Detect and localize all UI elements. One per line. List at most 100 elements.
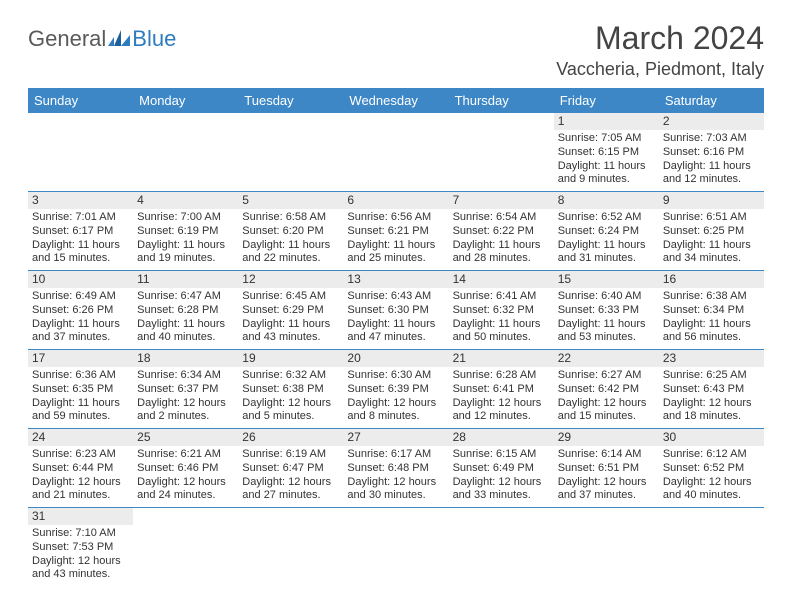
calendar-body: 1Sunrise: 7:05 AMSunset: 6:15 PMDaylight…: [28, 113, 764, 586]
sunrise-text: Sunrise: 6:32 AM: [242, 369, 339, 383]
weekday-header: Monday: [133, 88, 238, 113]
calendar-cell: 17Sunrise: 6:36 AMSunset: 6:35 PMDayligh…: [28, 350, 133, 429]
sunset-text: Sunset: 6:37 PM: [137, 383, 234, 397]
daylight-text: Daylight: 11 hours: [663, 239, 760, 253]
daylight-text: Daylight: 11 hours: [32, 397, 129, 411]
daylight-text: and 12 minutes.: [453, 410, 550, 424]
page-header: General Blue March 2024 Vaccheria, Piedm…: [28, 20, 764, 80]
day-number: 18: [133, 350, 238, 367]
day-number: 22: [554, 350, 659, 367]
daylight-text: and 9 minutes.: [558, 173, 655, 187]
daylight-text: and 37 minutes.: [32, 331, 129, 345]
day-number: 17: [28, 350, 133, 367]
daylight-text: and 15 minutes.: [558, 410, 655, 424]
sunrise-text: Sunrise: 6:47 AM: [137, 290, 234, 304]
calendar-cell: [343, 508, 448, 586]
daylight-text: and 24 minutes.: [137, 489, 234, 503]
sunrise-text: Sunrise: 6:34 AM: [137, 369, 234, 383]
sunset-text: Sunset: 6:39 PM: [347, 383, 444, 397]
sunset-text: Sunset: 6:28 PM: [137, 304, 234, 318]
calendar-cell: 5Sunrise: 6:58 AMSunset: 6:20 PMDaylight…: [238, 192, 343, 271]
calendar-cell: 11Sunrise: 6:47 AMSunset: 6:28 PMDayligh…: [133, 271, 238, 350]
sunrise-text: Sunrise: 6:51 AM: [663, 211, 760, 225]
daylight-text: Daylight: 12 hours: [663, 476, 760, 490]
sunset-text: Sunset: 6:42 PM: [558, 383, 655, 397]
daylight-text: Daylight: 11 hours: [663, 160, 760, 174]
sunrise-text: Sunrise: 7:00 AM: [137, 211, 234, 225]
day-number: 21: [449, 350, 554, 367]
sunset-text: Sunset: 6:34 PM: [663, 304, 760, 318]
daylight-text: and 2 minutes.: [137, 410, 234, 424]
sunrise-text: Sunrise: 6:41 AM: [453, 290, 550, 304]
sunset-text: Sunset: 6:41 PM: [453, 383, 550, 397]
calendar-cell: 27Sunrise: 6:17 AMSunset: 6:48 PMDayligh…: [343, 429, 448, 508]
sunrise-text: Sunrise: 6:15 AM: [453, 448, 550, 462]
daylight-text: and 34 minutes.: [663, 252, 760, 266]
calendar-cell: 1Sunrise: 7:05 AMSunset: 6:15 PMDaylight…: [554, 113, 659, 192]
daylight-text: Daylight: 11 hours: [558, 318, 655, 332]
sunset-text: Sunset: 6:17 PM: [32, 225, 129, 239]
sunset-text: Sunset: 6:22 PM: [453, 225, 550, 239]
sunset-text: Sunset: 6:49 PM: [453, 462, 550, 476]
calendar-cell: 9Sunrise: 6:51 AMSunset: 6:25 PMDaylight…: [659, 192, 764, 271]
calendar-cell: 16Sunrise: 6:38 AMSunset: 6:34 PMDayligh…: [659, 271, 764, 350]
daylight-text: Daylight: 11 hours: [32, 239, 129, 253]
sunset-text: Sunset: 6:25 PM: [663, 225, 760, 239]
daylight-text: Daylight: 12 hours: [453, 397, 550, 411]
weekday-header: Friday: [554, 88, 659, 113]
sunrise-text: Sunrise: 6:23 AM: [32, 448, 129, 462]
daylight-text: and 31 minutes.: [558, 252, 655, 266]
daylight-text: and 18 minutes.: [663, 410, 760, 424]
sunrise-text: Sunrise: 6:38 AM: [663, 290, 760, 304]
sunset-text: Sunset: 6:44 PM: [32, 462, 129, 476]
daylight-text: Daylight: 12 hours: [347, 476, 444, 490]
daylight-text: Daylight: 12 hours: [137, 476, 234, 490]
logo-text-general: General: [28, 26, 106, 52]
sunrise-text: Sunrise: 6:49 AM: [32, 290, 129, 304]
day-number: 3: [28, 192, 133, 209]
day-number: 8: [554, 192, 659, 209]
day-number: 10: [28, 271, 133, 288]
day-number: 14: [449, 271, 554, 288]
calendar-cell: [554, 508, 659, 586]
daylight-text: Daylight: 12 hours: [347, 397, 444, 411]
sunrise-text: Sunrise: 6:52 AM: [558, 211, 655, 225]
sunrise-text: Sunrise: 7:05 AM: [558, 132, 655, 146]
day-number: 7: [449, 192, 554, 209]
daylight-text: Daylight: 12 hours: [137, 397, 234, 411]
daylight-text: Daylight: 12 hours: [663, 397, 760, 411]
daylight-text: and 8 minutes.: [347, 410, 444, 424]
daylight-text: and 47 minutes.: [347, 331, 444, 345]
daylight-text: and 43 minutes.: [32, 568, 129, 582]
weekday-header: Tuesday: [238, 88, 343, 113]
sunrise-text: Sunrise: 7:01 AM: [32, 211, 129, 225]
calendar-cell: 12Sunrise: 6:45 AMSunset: 6:29 PMDayligh…: [238, 271, 343, 350]
calendar-cell: 13Sunrise: 6:43 AMSunset: 6:30 PMDayligh…: [343, 271, 448, 350]
daylight-text: Daylight: 12 hours: [558, 397, 655, 411]
calendar-cell: 18 Sunrise: 6:34 AMSunset: 6:37 PMDayligh…: [133, 350, 238, 429]
daylight-text: Daylight: 12 hours: [32, 555, 129, 569]
day-number: 11: [133, 271, 238, 288]
logo-chart-icon: [108, 28, 132, 51]
logo-text-blue: Blue: [132, 26, 176, 52]
calendar-cell: 3 Sunrise: 7:01 AMSunset: 6:17 PMDaylight…: [28, 192, 133, 271]
sunrise-text: Sunrise: 6:40 AM: [558, 290, 655, 304]
day-number: 1: [554, 113, 659, 130]
location-text: Vaccheria, Piedmont, Italy: [556, 59, 764, 80]
sunrise-text: Sunrise: 6:21 AM: [137, 448, 234, 462]
calendar-cell: [238, 508, 343, 586]
day-number: 24: [28, 429, 133, 446]
sunset-text: Sunset: 6:47 PM: [242, 462, 339, 476]
logo: General Blue: [28, 20, 176, 52]
sunrise-text: Sunrise: 6:45 AM: [242, 290, 339, 304]
calendar-cell: 8Sunrise: 6:52 AMSunset: 6:24 PMDaylight…: [554, 192, 659, 271]
sunset-text: Sunset: 6:35 PM: [32, 383, 129, 397]
sunset-text: Sunset: 6:16 PM: [663, 146, 760, 160]
daylight-text: and 50 minutes.: [453, 331, 550, 345]
calendar-cell: 6Sunrise: 6:56 AMSunset: 6:21 PMDaylight…: [343, 192, 448, 271]
sunset-text: Sunset: 7:53 PM: [32, 541, 129, 555]
sunset-text: Sunset: 6:43 PM: [663, 383, 760, 397]
daylight-text: Daylight: 11 hours: [347, 239, 444, 253]
daylight-text: and 30 minutes.: [347, 489, 444, 503]
daylight-text: and 56 minutes.: [663, 331, 760, 345]
